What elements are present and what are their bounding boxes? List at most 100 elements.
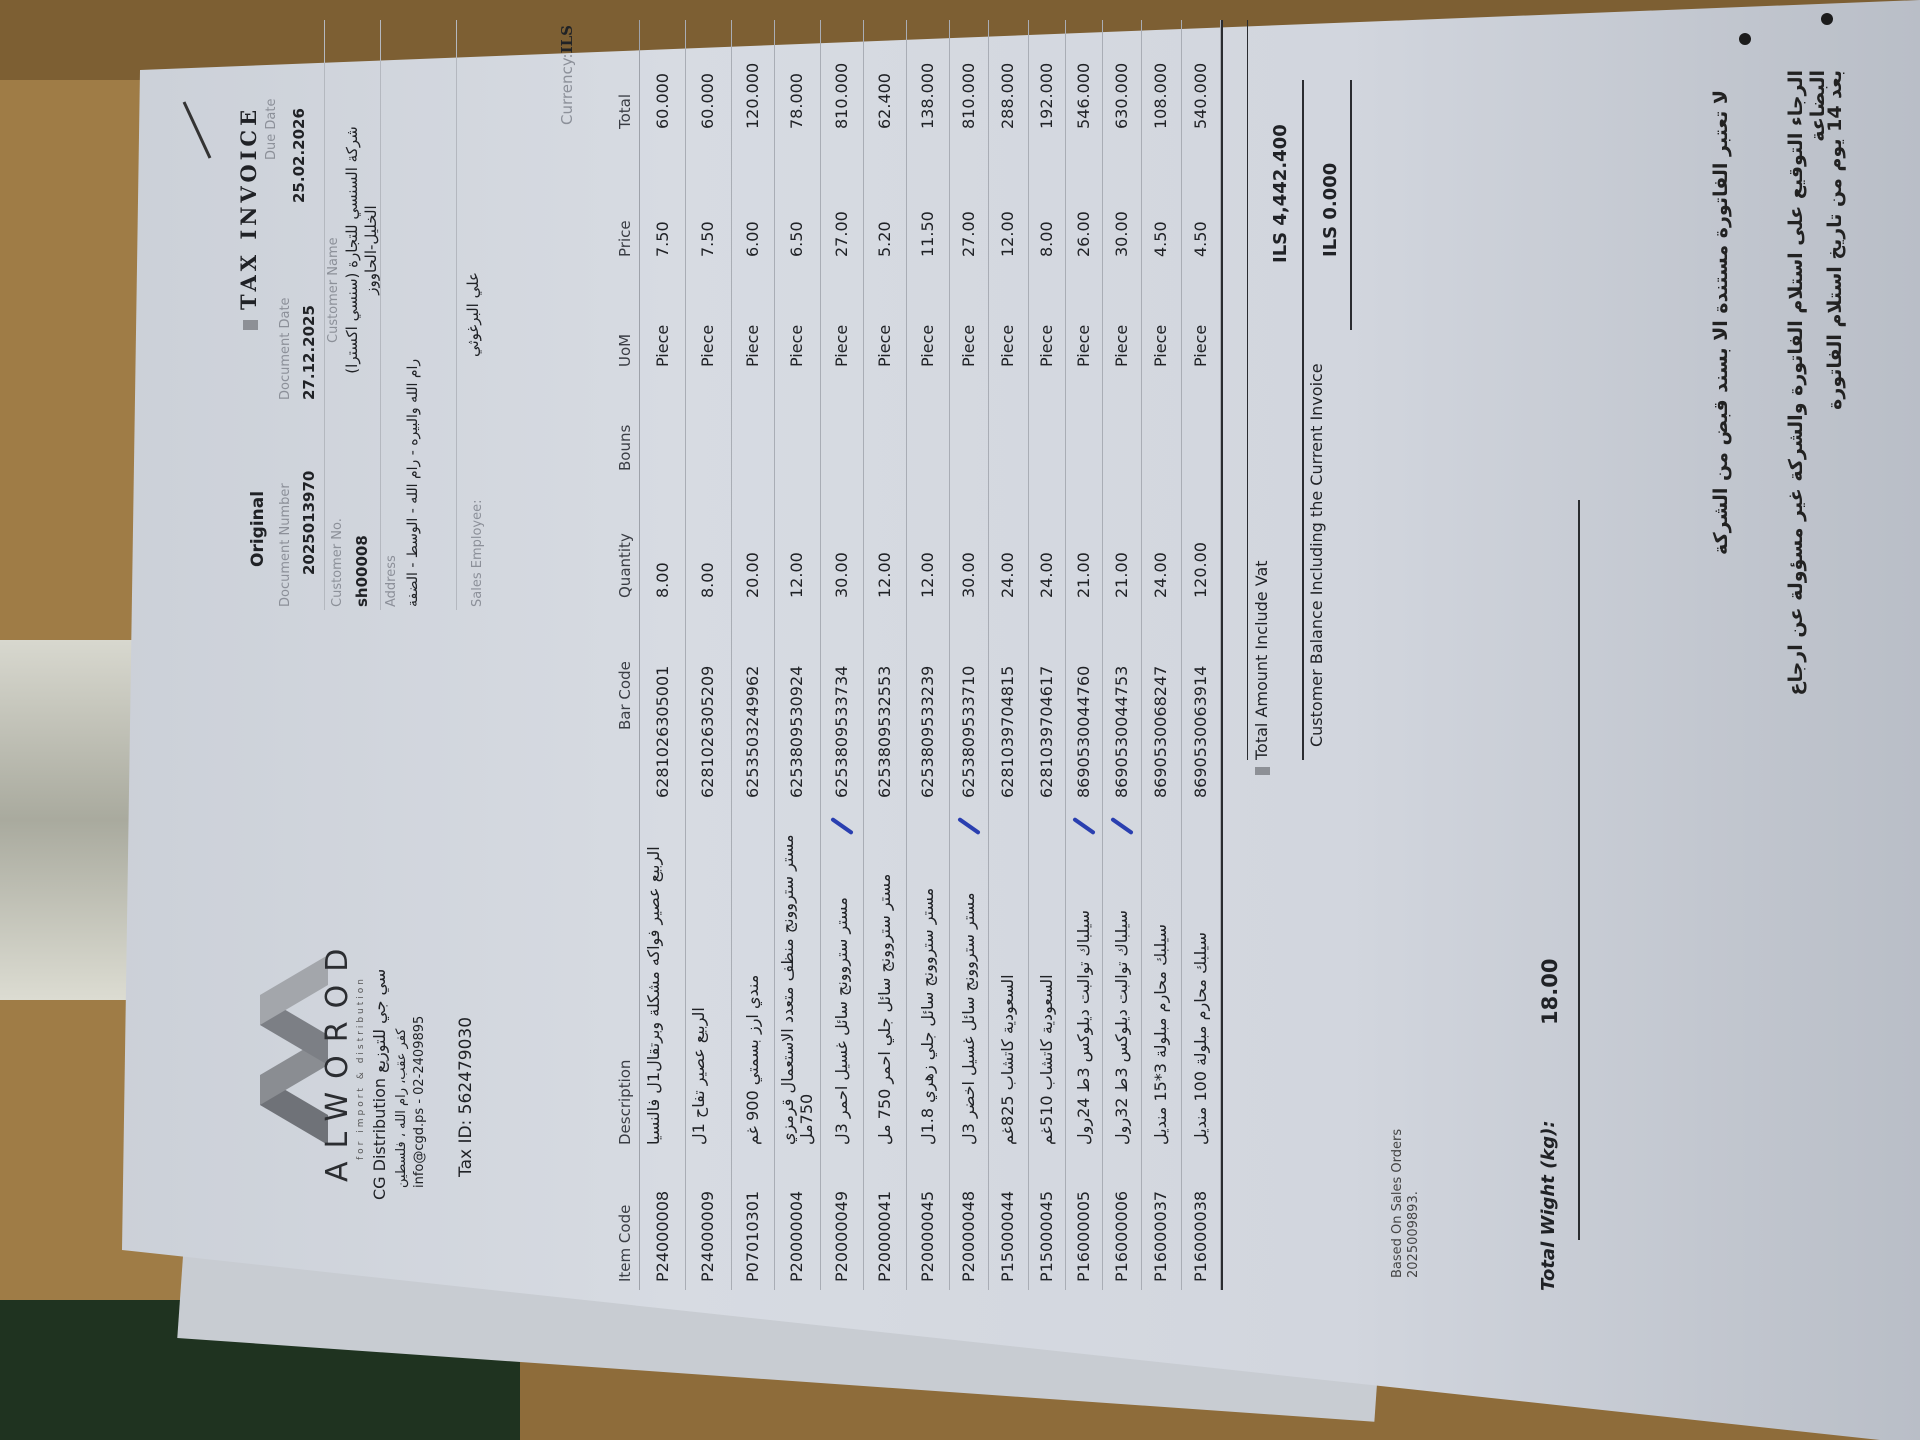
- cell-uom: Piece: [787, 324, 806, 367]
- cell-price: 12.00: [998, 211, 1017, 257]
- cell-uom: Piece: [998, 324, 1017, 367]
- currency-label: Currency:: [558, 53, 576, 125]
- based-on-label: Based On Sales Orders: [1390, 1128, 1405, 1278]
- grey-marker: [1255, 767, 1270, 775]
- cell-quantity: 12.00: [787, 552, 806, 598]
- cell-description: مستر ستروونج سائل غسيل اخضر 3ل: [958, 892, 978, 1145]
- cell-price: 30.00: [1111, 211, 1131, 257]
- cell-bar-code: 6253809532553: [874, 665, 894, 798]
- cell-price: 11.50: [917, 211, 937, 257]
- cell-description: سيلباك توالبت ديلوكس 3ط 32رول: [1111, 910, 1131, 1145]
- totals-divider: [1302, 80, 1304, 760]
- cell-item-code: P20000049: [831, 1190, 851, 1282]
- logo-tagline: for import & distribution: [356, 976, 366, 1160]
- address-label: Address: [384, 555, 399, 607]
- cell-uom: Piece: [874, 324, 894, 367]
- customer-name-line1: شركة السنسي للتجارة (سنسي اكسترا): [343, 126, 361, 374]
- cell-bar-code: 6253503249962: [742, 665, 762, 798]
- cell-bar-code: 8690530044760: [1073, 665, 1093, 798]
- cell-uom: Piece: [1190, 324, 1210, 367]
- cell-bar-code: 6253809530924: [787, 665, 806, 798]
- company-name: CG Distribution سي جي للتوزيع: [370, 968, 389, 1200]
- header-divider: [324, 20, 325, 610]
- cell-price: 6.50: [787, 221, 806, 257]
- cell-description: السعودية كاتشاب 510غم: [1036, 974, 1056, 1145]
- cell-total: 630.000: [1111, 62, 1131, 129]
- table-bottom-line: [1221, 20, 1223, 1290]
- cell-price: 7.50: [698, 221, 717, 257]
- cell-item-code: P16000005: [1073, 1190, 1093, 1282]
- currency-value: ILS: [558, 25, 576, 54]
- logo-wordmark: ALWOROD: [320, 935, 355, 1182]
- note-line-2: الرجاء التوقيع على استلام الفاتورة والشر…: [1785, 70, 1829, 696]
- cell-quantity: 24.00: [1151, 552, 1170, 598]
- header-divider: [380, 20, 381, 610]
- table-row: P20000049 6253809533734 30.00 Piece 27.00 810…: [820, 20, 864, 1290]
- column-header-price: Price: [616, 220, 634, 257]
- tax-id: Tax ID: 562479030: [456, 1016, 476, 1177]
- cell-total: 192.000: [1036, 62, 1056, 129]
- cell-item-code: P16000038: [1190, 1190, 1210, 1282]
- alworod-logo-icon: [260, 955, 328, 1145]
- cell-quantity: 20.00: [742, 552, 762, 598]
- cell-total: 810.000: [958, 62, 978, 129]
- table-row: P15000044 6281039704815 24.00 Piece 12.00 288…: [988, 20, 1029, 1290]
- cell-uom: Piece: [958, 324, 978, 367]
- cell-uom: Piece: [1073, 324, 1093, 367]
- cell-item-code: P20000041: [874, 1190, 894, 1282]
- cell-total: 62.400: [874, 73, 894, 129]
- pen-check-mark-icon: [182, 101, 212, 159]
- cell-quantity: 120.00: [1190, 542, 1210, 598]
- due-date: 25.02.2026: [290, 108, 308, 203]
- cell-price: 7.50: [652, 221, 672, 257]
- table-row: P16000038 8690530063914 120.00 Piece 4.50 540…: [1181, 20, 1221, 1290]
- weight-underline: [1578, 500, 1580, 1240]
- due-date-label: Due Date: [264, 98, 279, 160]
- cell-item-code: P15000045: [1036, 1190, 1056, 1282]
- cell-bar-code: 6281039704815: [998, 665, 1017, 798]
- cell-quantity: 30.00: [831, 552, 851, 598]
- cell-quantity: 21.00: [1073, 552, 1093, 598]
- customer-no-label: Customer No.: [330, 518, 345, 607]
- bullet-icon: [1739, 33, 1751, 45]
- cell-item-code: P16000037: [1151, 1190, 1170, 1282]
- sales-employee: علي البرغوثي: [464, 272, 482, 357]
- balance-underline: [1350, 80, 1352, 330]
- company-address: كفر عقب، رام الله ، فلسطين: [394, 1028, 409, 1188]
- cell-uom: Piece: [698, 324, 717, 367]
- cell-bar-code: 6281026305001: [652, 665, 672, 798]
- note-line-1: لا تعتبر الفاتورة مستندة الا بسند قبض من…: [1710, 90, 1732, 555]
- cell-quantity: 30.00: [958, 552, 978, 598]
- cell-item-code: P24000009: [698, 1190, 717, 1282]
- cell-item-code: P20000004: [787, 1190, 806, 1282]
- total-amount-label: Total Amount Include Vat: [1252, 560, 1271, 760]
- table-row: P16000005 8690530044760 21.00 Piece 26.00 546…: [1065, 20, 1103, 1290]
- cell-quantity: 21.00: [1111, 552, 1131, 598]
- cell-bar-code: 6281026305209: [698, 665, 717, 798]
- cell-bar-code: 8690530068247: [1151, 665, 1170, 798]
- cell-total: 288.000: [998, 62, 1017, 129]
- cell-price: 4.50: [1151, 221, 1170, 257]
- cell-uom: Piece: [917, 324, 937, 367]
- cell-total: 120.000: [742, 62, 762, 129]
- cell-price: 4.50: [1190, 221, 1210, 257]
- cell-total: 138.000: [917, 62, 937, 129]
- cell-quantity: 8.00: [652, 562, 672, 598]
- column-header-total: Total: [616, 93, 634, 129]
- cell-total: 60.000: [652, 73, 672, 129]
- total-weight-label: Total Wight (kg):: [1538, 1120, 1559, 1291]
- table-row: P20000048 6253809533710 30.00 Piece 27.00 810…: [949, 20, 989, 1290]
- column-header-bar-code: Bar Code: [616, 661, 634, 730]
- cell-bar-code: 6281039704617: [1036, 665, 1056, 798]
- cell-uom: Piece: [1111, 324, 1131, 367]
- cell-item-code: P20000048: [958, 1190, 978, 1282]
- document-number: 2025013970: [300, 470, 318, 575]
- cell-item-code: P15000044: [998, 1190, 1017, 1282]
- cell-item-code: P24000008: [652, 1190, 672, 1282]
- cell-description: سيلباك توالبت ديلوكس 3ط 24رول: [1073, 910, 1093, 1145]
- column-header-quantity: Quantity: [616, 533, 634, 598]
- page-title: TAX INVOICE: [236, 105, 261, 310]
- cell-total: 540.000: [1190, 62, 1210, 129]
- cell-description: مستر ستروونج منظف متعدد الاستعمال قرمزي …: [778, 834, 816, 1145]
